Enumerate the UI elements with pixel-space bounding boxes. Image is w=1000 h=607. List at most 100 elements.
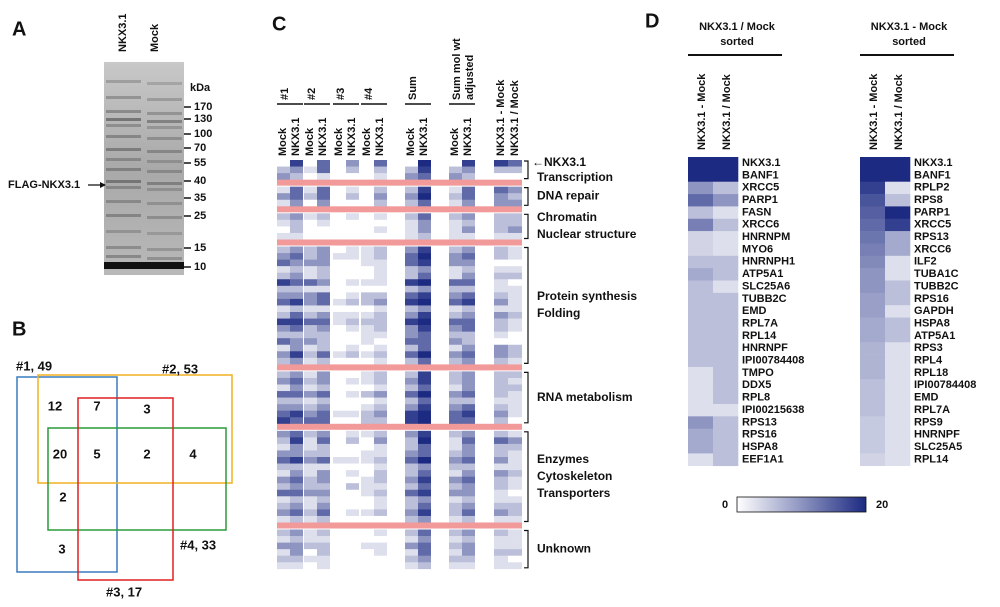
heatmap-cell: [405, 536, 418, 543]
heatmap-cell: [462, 463, 475, 471]
heatmap-cell: [494, 325, 508, 332]
heatmap-cell: [277, 160, 290, 167]
heatmap-cell: [277, 331, 290, 339]
heatmap-cell: [713, 292, 739, 306]
heatmap-cell: [361, 555, 374, 563]
heatmap-cell: [688, 453, 714, 467]
heatmap-cell: [494, 450, 508, 458]
heatmap-cell: [405, 298, 418, 306]
heatmap-cell: [317, 377, 330, 385]
heatmap-cell: [317, 397, 330, 405]
heatmap-cell: [885, 342, 911, 355]
heatmap-cell: [290, 338, 303, 346]
heatmap-cell: [317, 529, 330, 537]
heatmap-cell: [418, 272, 431, 280]
heatmap-cell: [346, 160, 359, 167]
heatmap-cell: [449, 384, 462, 392]
heatmap-cell: [405, 331, 418, 339]
heatmap-cell: [374, 318, 387, 326]
heatmap-cell: [418, 357, 431, 365]
heatmap-cell: [449, 213, 462, 221]
heatmap-cell: [317, 502, 330, 510]
heatmap-cell: [508, 160, 522, 167]
heatmap-cell: [688, 255, 714, 269]
heatmap-cell: [361, 338, 374, 346]
heatmap-cell: [361, 443, 374, 451]
heatmap-cell: [317, 160, 330, 167]
group-label: #3: [335, 88, 347, 100]
heatmap-cell: [449, 555, 462, 563]
heatmap-cell: [449, 489, 462, 497]
heatmap-cell: [346, 437, 359, 445]
heatmap-cell: [508, 515, 522, 523]
heatmap-cell: [304, 232, 317, 240]
heatmap-cell: [374, 443, 387, 451]
heatmap-cell: [713, 416, 739, 429]
heatmap-cell: [405, 529, 418, 537]
heatmap-cell: [449, 351, 462, 359]
heatmap-cell: [508, 450, 522, 458]
heatmap-cell: [333, 371, 346, 379]
heatmap-cell: [361, 417, 374, 425]
gene-label: RPLP2: [914, 182, 949, 194]
gene-label: EEF1A1: [742, 453, 784, 465]
heatmap-cell: [374, 219, 387, 227]
heatmap-cell: [449, 562, 462, 570]
heatmap-cell: [317, 371, 330, 379]
heatmap-cell: [494, 312, 508, 319]
heatmap-cell: [405, 344, 418, 352]
heatmap-cell: [462, 391, 475, 398]
heatmap-cell: [346, 232, 359, 240]
heatmap-cell: [508, 371, 522, 379]
column-label: NKX3.1: [290, 117, 302, 156]
heatmap-cell: [374, 272, 387, 280]
heatmap-cell: [508, 377, 522, 385]
heatmap-cell: [317, 417, 330, 425]
heatmap-cell: [304, 331, 317, 339]
heatmap-cell: [508, 253, 522, 260]
heatmap-cell: [508, 259, 522, 267]
heatmap-cell: [462, 160, 475, 167]
heatmap-cell: [494, 529, 508, 537]
gel-band: [106, 168, 141, 171]
heatmap-cell: [290, 253, 303, 260]
heatmap-cell: [317, 325, 330, 332]
venn-set: [16, 376, 118, 573]
heatmap-cell: [277, 338, 290, 346]
heatmap-cell: [374, 555, 387, 563]
gene-label: SLC25A5: [914, 441, 962, 453]
heatmap-cell: [277, 186, 290, 194]
heatmap-cell: [361, 246, 374, 254]
heatmap-cell: [290, 404, 303, 411]
heatmap-cell: [333, 450, 346, 458]
heatmap-cell: [418, 298, 431, 306]
lane-label: Mock: [149, 23, 161, 52]
heatmap-cell: [304, 397, 317, 405]
heatmap-cell: [494, 226, 508, 234]
heatmap-cell: [494, 279, 508, 287]
heatmap-cell: [462, 213, 475, 221]
heatmap-cell: [462, 292, 475, 300]
heatmap-cell: [449, 515, 462, 523]
heatmap-cell: [290, 318, 303, 326]
heatmap-cell: [418, 384, 431, 392]
heatmap-cell: [304, 463, 317, 471]
gene-label: ATP5A1: [742, 268, 783, 280]
heatmap-cell: [290, 285, 303, 293]
venn-count: 2: [59, 489, 66, 504]
heatmap-cell: [449, 186, 462, 194]
heatmap-cell: [333, 325, 346, 332]
heatmap-cell: [304, 266, 317, 273]
heatmap-cell: [713, 391, 739, 405]
heatmap-cell: [508, 246, 522, 254]
heatmap-cell: [405, 160, 418, 167]
gel-band: [147, 98, 182, 101]
gene-label: NKX3.1: [914, 157, 953, 169]
heatmap-cell: [462, 325, 475, 332]
heatmap-cell: [494, 489, 508, 497]
heatmap-cell: [317, 318, 330, 326]
section-label: DNA repair: [537, 189, 600, 203]
heatmap-cell: [361, 404, 374, 411]
heatmap-cell: [405, 384, 418, 392]
gene-label: XRCC5: [914, 219, 951, 231]
